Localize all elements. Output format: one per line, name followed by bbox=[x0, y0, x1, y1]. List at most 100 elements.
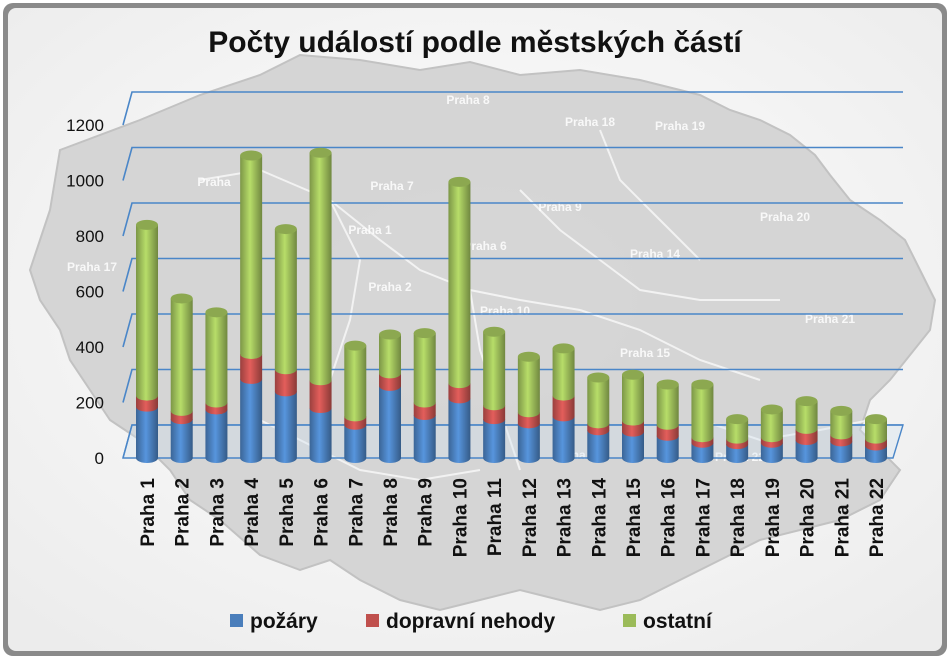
bar-segment bbox=[622, 374, 644, 426]
bar-segment bbox=[726, 419, 749, 444]
bar-top bbox=[622, 369, 644, 380]
map-label: Praha 10 bbox=[480, 304, 530, 318]
bar-segment bbox=[656, 384, 679, 430]
bar-top bbox=[795, 396, 818, 407]
bar-top bbox=[205, 307, 228, 318]
bar-top bbox=[587, 372, 610, 383]
x-tick-label: Praha 17 bbox=[693, 478, 714, 557]
gridline bbox=[122, 257, 903, 292]
bar-segment bbox=[274, 229, 297, 375]
x-tick-label: Praha 11 bbox=[485, 478, 506, 557]
bar-top bbox=[344, 340, 367, 351]
bar-segment bbox=[205, 409, 228, 463]
bar-top bbox=[552, 343, 575, 354]
x-tick-label: Praha 20 bbox=[798, 478, 819, 557]
bar-segment bbox=[379, 373, 401, 391]
bar-top bbox=[379, 329, 401, 340]
x-tick-label: Praha 22 bbox=[867, 478, 888, 557]
bar-segment bbox=[240, 378, 263, 463]
map-label: Praha 14 bbox=[630, 247, 680, 261]
bar-segment bbox=[483, 331, 506, 411]
bar-segment bbox=[691, 384, 714, 443]
bar-segment bbox=[413, 402, 436, 420]
x-tick-label: Praha 6 bbox=[312, 478, 333, 547]
bar-segment bbox=[205, 312, 228, 408]
bar-segment bbox=[170, 419, 193, 463]
bar-segment bbox=[691, 442, 714, 463]
bar-segment bbox=[587, 377, 610, 429]
bar-top bbox=[517, 351, 540, 362]
x-tick-label: Praha 15 bbox=[624, 478, 645, 558]
map-label: Praha 18 bbox=[565, 115, 615, 129]
bar-segment bbox=[517, 356, 540, 418]
bar-segment bbox=[622, 431, 644, 463]
gridline bbox=[122, 146, 903, 181]
y-tick-label: 400 bbox=[76, 338, 104, 357]
map-label: Praha bbox=[197, 175, 231, 189]
bar-segment bbox=[413, 414, 436, 463]
bar-top bbox=[136, 219, 158, 230]
bar-segment bbox=[552, 348, 575, 401]
map-label: Praha 15 bbox=[620, 346, 670, 360]
bar-segment bbox=[795, 401, 818, 434]
bar-segment bbox=[309, 408, 332, 463]
x-tick-label: Praha 14 bbox=[589, 478, 610, 558]
bar-segment bbox=[274, 369, 297, 397]
bar-segment bbox=[136, 406, 158, 463]
bar-segment bbox=[379, 385, 401, 463]
y-tick-label: 800 bbox=[76, 227, 104, 246]
bar-top bbox=[760, 404, 783, 415]
map-label: Praha 20 bbox=[760, 210, 810, 224]
bar-segment bbox=[865, 445, 887, 463]
bar-top bbox=[726, 414, 749, 425]
bar-segment bbox=[309, 380, 332, 414]
bar-segment bbox=[309, 152, 332, 386]
legend-label: dopravní nehody bbox=[386, 610, 556, 633]
chart-title: Počty událostí podle městských částí bbox=[208, 26, 743, 59]
legend-label: požáry bbox=[250, 610, 318, 633]
legend-swatch bbox=[230, 614, 243, 627]
bar-top bbox=[274, 224, 297, 235]
bar-top bbox=[413, 328, 436, 339]
x-tick-label: Praha 21 bbox=[832, 478, 853, 558]
map-label: Praha 8 bbox=[446, 93, 490, 107]
bar-top bbox=[170, 293, 193, 304]
bar-segment bbox=[274, 391, 297, 463]
bar-segment bbox=[379, 334, 401, 379]
gridline bbox=[122, 91, 903, 126]
bar-top bbox=[240, 150, 263, 161]
bar-segment bbox=[483, 405, 506, 425]
x-tick-label: Praha 1 bbox=[138, 478, 159, 547]
map-label: Praha 21 bbox=[805, 312, 855, 326]
x-tick-label: Praha 19 bbox=[763, 478, 784, 557]
bar-segment bbox=[240, 353, 263, 384]
x-tick-label: Praha 9 bbox=[416, 478, 437, 547]
bar-segment bbox=[517, 423, 540, 463]
map-label: Praha 7 bbox=[370, 179, 414, 193]
bar-segment bbox=[344, 345, 367, 422]
x-tick-label: Praha 5 bbox=[277, 478, 298, 547]
map-label: Praha 6 bbox=[463, 239, 507, 253]
bar-segment bbox=[552, 395, 575, 422]
y-tick-label: 600 bbox=[76, 283, 104, 302]
y-tick-label: 1200 bbox=[66, 116, 104, 135]
legend: požáry dopravní nehody ostatní bbox=[230, 610, 713, 633]
bar-segment bbox=[448, 383, 471, 404]
x-tick-label: Praha 8 bbox=[381, 478, 402, 547]
legend-swatch bbox=[623, 614, 636, 627]
x-tick-label: Praha 16 bbox=[659, 478, 680, 557]
bar-segment bbox=[587, 430, 610, 463]
y-axis-labels: 0 200 400 600 800 1000 1200 bbox=[66, 116, 104, 468]
bar-segment bbox=[483, 419, 506, 463]
bar-segment bbox=[448, 398, 471, 463]
map-label: Praha 17 bbox=[67, 260, 117, 274]
bar-segment bbox=[656, 435, 679, 463]
map-label: Praha 19 bbox=[655, 119, 705, 133]
map-label: Praha 9 bbox=[538, 200, 582, 214]
bar-top bbox=[691, 379, 714, 390]
bar-segment bbox=[726, 444, 749, 463]
legend-swatch bbox=[366, 614, 379, 627]
x-axis-labels: Praha 1 Praha 2 Praha 3 Praha 4 Praha 5 Praha… bbox=[138, 478, 888, 558]
x-tick-label: Praha 10 bbox=[450, 478, 471, 557]
x-tick-label: Praha 13 bbox=[555, 478, 576, 557]
